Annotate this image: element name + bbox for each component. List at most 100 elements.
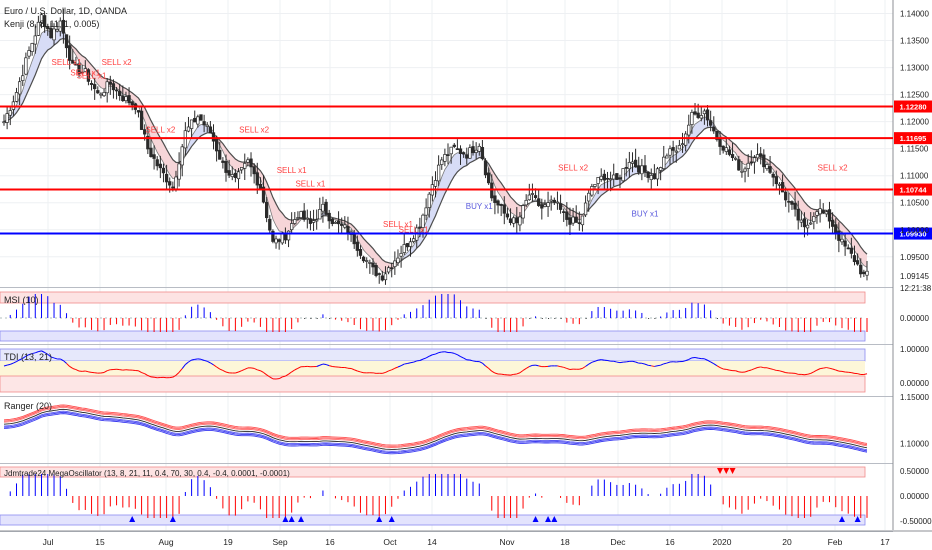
tdi-line	[10, 362, 14, 365]
tdi-line	[451, 352, 455, 354]
tdi-line	[666, 361, 671, 364]
candle-body	[574, 216, 578, 223]
msi-dot	[554, 318, 556, 319]
candle-body	[258, 183, 263, 189]
tdi-line	[19, 357, 23, 361]
tdi-line	[172, 374, 177, 378]
candle-body	[64, 34, 69, 49]
candle-body	[21, 75, 25, 81]
grid-lines	[0, 0, 932, 532]
candle-body	[699, 115, 703, 119]
sell-signal-label: SELL x2	[102, 58, 132, 67]
tdi-line	[707, 359, 711, 363]
candle-body	[702, 110, 707, 115]
tdi-line	[585, 363, 590, 367]
candle-body	[83, 68, 87, 72]
tdi-line	[400, 363, 405, 367]
candle-body	[393, 260, 397, 268]
tdi-line	[191, 358, 195, 361]
candle-body	[205, 124, 209, 127]
tdi-axis-top: 1.00000	[900, 345, 929, 354]
candle-body	[543, 204, 547, 207]
candle-body	[493, 195, 497, 203]
candle-body	[336, 220, 341, 225]
y-tick-label: 1.12500	[900, 91, 929, 100]
sell-signal-label: SELL x2	[818, 163, 848, 172]
candle-body	[177, 163, 181, 180]
candle-body	[777, 183, 782, 186]
msi-dot	[310, 318, 312, 319]
tdi-line	[297, 366, 302, 369]
x-tick-label: 16	[665, 537, 675, 547]
candle-body	[508, 218, 513, 224]
tdi-line	[404, 362, 408, 365]
tdi-line	[522, 368, 527, 371]
tdi-line	[282, 375, 286, 378]
candle-body	[805, 224, 810, 229]
x-tick-label: Jul	[43, 537, 54, 547]
candle-body	[815, 211, 819, 216]
tdi-line	[263, 372, 267, 376]
tdi-line	[813, 369, 818, 373]
tdi-line	[119, 369, 123, 371]
candle-body	[411, 238, 416, 242]
msi-dot	[560, 318, 562, 319]
tdi-line	[820, 367, 824, 370]
indicator-panes	[0, 291, 868, 526]
candle-body	[443, 154, 447, 162]
y-tick-label: 1.13000	[900, 64, 929, 73]
tdi-line	[651, 365, 655, 367]
candle-body	[743, 168, 747, 172]
candle-body	[658, 167, 663, 171]
candle-body	[136, 110, 141, 113]
candle-body	[386, 267, 391, 273]
megaoscillator-label: Jdmtrade24 MegaOscillator (13, 8, 21, 11…	[4, 469, 290, 478]
y-tick-label: 1.09500	[900, 253, 929, 262]
ranger-band-line	[3, 406, 868, 448]
candle-body	[452, 144, 456, 147]
candle-body	[621, 168, 625, 182]
candle-body	[683, 133, 688, 146]
tdi-line	[566, 367, 571, 370]
candle-body	[809, 222, 813, 225]
tdi-line	[181, 364, 186, 369]
tdi-line	[716, 365, 721, 369]
candle-body	[458, 148, 463, 154]
x-tick-label: 20	[782, 537, 792, 547]
tdi-line	[397, 365, 402, 368]
horizontal-levels[interactable]: 1.12280 1.11695 1.10744 1.09930	[0, 100, 932, 240]
tdi-line	[13, 361, 17, 364]
tdi-line	[501, 373, 505, 376]
tdi-line	[194, 358, 198, 360]
candle-body	[465, 154, 469, 159]
slow-average-line	[3, 37, 868, 265]
cloud-area	[4, 27, 70, 122]
y-tick-label: 1.10000	[900, 226, 929, 235]
candle-body	[168, 181, 172, 186]
tdi-line	[241, 368, 245, 372]
tdi-line	[63, 360, 67, 364]
candle-body	[39, 14, 44, 23]
x-tick-label: Nov	[499, 537, 515, 547]
tdi-line	[694, 356, 699, 359]
candle-body	[436, 164, 441, 182]
tdi-line	[619, 361, 624, 364]
tdi-line	[44, 352, 49, 355]
candle-body	[593, 184, 597, 187]
candle-body	[608, 178, 613, 181]
candle-body	[568, 217, 572, 225]
candle-body	[487, 172, 491, 184]
candle-body	[846, 247, 850, 250]
sell-signal-label: SELL x1	[52, 58, 82, 67]
mega-buy-marker	[298, 516, 305, 522]
candle-body	[665, 155, 669, 159]
tdi-line	[222, 369, 227, 373]
tdi-line	[726, 368, 730, 371]
candle-body	[105, 81, 109, 94]
candle-body	[164, 173, 169, 183]
candle-body	[24, 57, 28, 75]
candle-body	[171, 186, 175, 189]
tdi-line	[682, 360, 686, 363]
tdi-label: TDI (13, 21)	[4, 352, 52, 362]
